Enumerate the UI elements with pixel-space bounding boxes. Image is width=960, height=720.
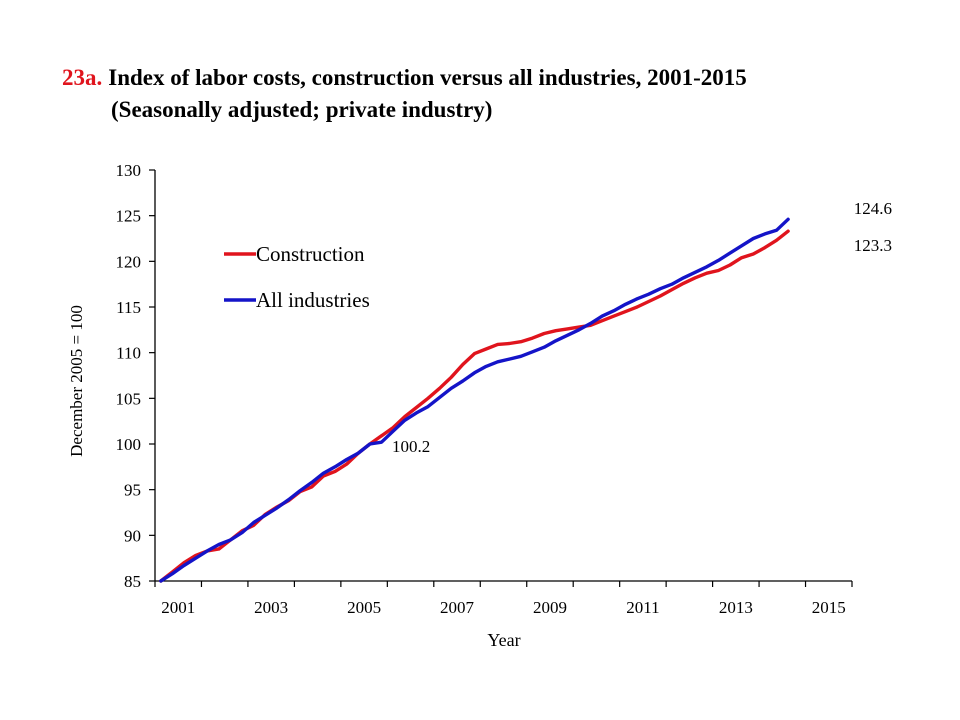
x-tick-label: 2001 bbox=[161, 598, 195, 617]
legend-label: Construction bbox=[256, 242, 365, 266]
y-tick-label: 130 bbox=[116, 161, 142, 180]
y-tick-label: 110 bbox=[116, 344, 141, 363]
series-lines bbox=[159, 217, 790, 583]
y-tick-label: 115 bbox=[116, 298, 141, 317]
axes: 85 90 95 100 105 110 115 120 125 130 2001 2003 2005 2… bbox=[116, 161, 853, 617]
x-tick-label: 2011 bbox=[626, 598, 659, 617]
x-tick-label: 2015 bbox=[812, 598, 846, 617]
legend: Construction All industries bbox=[224, 242, 370, 312]
x-tick-label: 2013 bbox=[719, 598, 753, 617]
y-tick-label: 95 bbox=[124, 481, 141, 500]
legend-label: All industries bbox=[256, 288, 370, 312]
y-axis-label: December 2005 = 100 bbox=[67, 305, 86, 457]
x-tick-label: 2007 bbox=[440, 598, 475, 617]
y-tick-label: 100 bbox=[116, 435, 142, 454]
y-tick-label: 120 bbox=[116, 252, 142, 271]
data-labels: 100.2 124.6 123.3 bbox=[392, 199, 892, 456]
data-label: 100.2 bbox=[392, 437, 430, 456]
y-tick-label: 85 bbox=[124, 572, 141, 591]
y-tick-label: 105 bbox=[116, 389, 142, 408]
y-tick-label: 90 bbox=[124, 526, 141, 545]
x-axis-label: Year bbox=[487, 630, 520, 650]
x-tick-label: 2003 bbox=[254, 598, 288, 617]
chart-subtitle: (Seasonally adjusted; private industry) bbox=[111, 97, 493, 122]
chart-title: 23a. Index of labor costs, construction v… bbox=[62, 64, 747, 92]
x-tick-label: 2005 bbox=[347, 598, 381, 617]
chart-number: 23a. bbox=[62, 65, 103, 90]
data-label: 124.6 bbox=[854, 199, 892, 218]
x-tick-label: 2009 bbox=[533, 598, 567, 617]
series-line-all-industries bbox=[159, 217, 790, 583]
data-label: 123.3 bbox=[854, 236, 892, 255]
y-tick-label: 125 bbox=[116, 207, 142, 226]
series-line-construction bbox=[159, 229, 790, 583]
chart-title-text: Index of labor costs, construction versu… bbox=[108, 65, 747, 90]
